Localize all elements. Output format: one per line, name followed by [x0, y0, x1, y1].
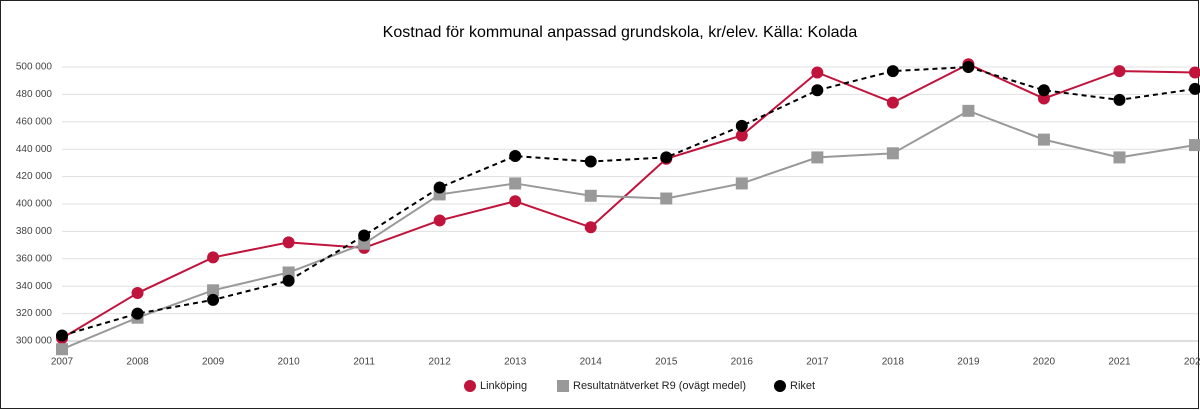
- y-tick-label: 400 000: [16, 199, 53, 210]
- x-tick-label: 2013: [504, 357, 527, 368]
- legend-label: Resultatnätverket R9 (ovägt medel): [573, 380, 746, 392]
- point: [207, 251, 220, 264]
- x-tick-label: 2007: [51, 357, 74, 368]
- point: [1113, 65, 1126, 78]
- series-line: [61, 65, 1196, 337]
- x-tick-label: 2015: [655, 357, 678, 368]
- legend-marker: [464, 380, 476, 392]
- x-tick-label: 2014: [580, 357, 603, 368]
- x-tick-label: 2020: [1033, 357, 1056, 368]
- point: [811, 84, 824, 97]
- point: [660, 192, 673, 205]
- legend-label: Linköping: [480, 380, 527, 392]
- point: [811, 151, 824, 164]
- point: [1113, 151, 1126, 164]
- legend-label: Riket: [790, 380, 815, 392]
- y-tick-label: 300 000: [16, 336, 53, 347]
- point: [584, 155, 597, 168]
- y-tick-label: 360 000: [16, 253, 53, 264]
- point: [962, 61, 975, 73]
- point: [886, 96, 899, 109]
- point: [433, 214, 446, 227]
- point: [660, 151, 673, 164]
- point: [509, 195, 522, 208]
- point: [1037, 84, 1050, 97]
- point: [1189, 82, 1200, 95]
- point: [131, 287, 144, 300]
- point: [282, 266, 295, 279]
- x-tick-label: 2010: [277, 357, 300, 368]
- point: [509, 177, 522, 190]
- chart-title: Kostnad för kommunal anpassad grundskola…: [383, 24, 858, 41]
- y-tick-label: 500 000: [16, 62, 53, 73]
- point: [735, 119, 748, 132]
- legend-marker: [557, 380, 569, 392]
- point: [1113, 93, 1126, 106]
- point: [886, 65, 899, 78]
- y-tick-label: 440 000: [16, 144, 53, 155]
- y-tick-label: 380 000: [16, 226, 53, 237]
- point: [1037, 92, 1050, 105]
- legend-marker: [774, 380, 786, 392]
- x-tick-label: 2016: [731, 357, 754, 368]
- point: [1189, 66, 1200, 79]
- y-tick-label: 420 000: [16, 171, 53, 182]
- series-line: [61, 63, 1196, 340]
- x-tick-label: 2008: [126, 357, 149, 368]
- x-tick-label: 2019: [957, 357, 980, 368]
- point: [282, 274, 295, 287]
- point: [358, 237, 371, 250]
- point: [1189, 139, 1200, 152]
- point: [358, 229, 371, 242]
- point: [509, 150, 522, 163]
- y-tick-label: 480 000: [16, 89, 53, 100]
- x-tick-label: 2021: [1108, 357, 1131, 368]
- x-tick-label: 2009: [202, 357, 225, 368]
- y-tick-label: 460 000: [16, 116, 53, 127]
- x-tick-label: 2018: [882, 357, 905, 368]
- point: [56, 329, 68, 342]
- point: [886, 147, 899, 160]
- y-tick-label: 320 000: [16, 308, 53, 319]
- point: [735, 177, 748, 190]
- series-line: [61, 109, 1196, 351]
- point: [962, 104, 975, 117]
- point: [1037, 133, 1050, 146]
- x-tick-label: 2022: [1184, 357, 1200, 368]
- point: [433, 181, 446, 194]
- point: [811, 66, 824, 79]
- point: [131, 307, 144, 320]
- point: [56, 343, 68, 356]
- y-tick-label: 340 000: [16, 281, 53, 292]
- x-tick-label: 2012: [429, 357, 452, 368]
- point: [735, 129, 748, 142]
- point: [282, 236, 295, 249]
- point: [584, 189, 597, 202]
- point: [207, 293, 220, 306]
- point: [207, 284, 220, 297]
- x-tick-label: 2017: [806, 357, 829, 368]
- x-tick-label: 2011: [353, 357, 375, 368]
- point: [584, 221, 597, 234]
